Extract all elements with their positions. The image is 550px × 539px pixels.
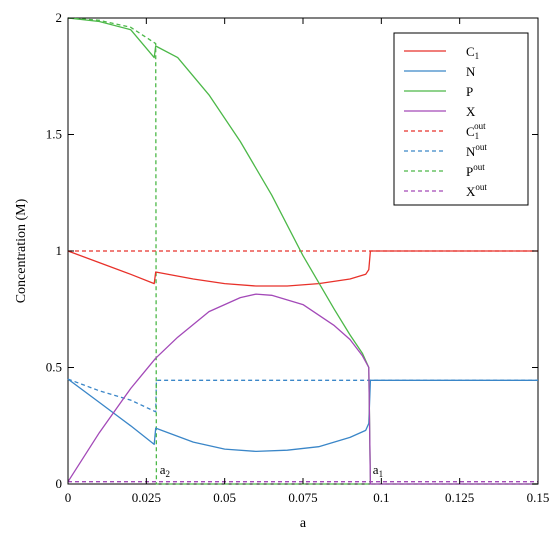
annotation-main: a [160,462,166,477]
legend-subscript: 1 [475,131,480,141]
x-tick-label: 0.125 [445,490,474,505]
series-line-n [67,378,538,453]
x-axis-label: a [300,516,307,531]
tick-group: 0 0.025 0.05 0.075 0.1 0.125 0.15 0 0.5 1 1.5 2 [46,10,550,505]
legend-name: P [466,164,473,179]
legend-box [393,32,529,206]
legend-name: X [466,104,476,119]
legend-name: C [466,124,475,139]
legend-entry: P [466,84,473,99]
legend-entry: C1 [466,44,479,61]
x-tick-label: 0.05 [213,490,236,505]
annotation-subscript: 1 [379,469,384,479]
legend-superscript: out [475,142,487,152]
legend-name: P [466,84,473,99]
legend-superscript: out [474,121,486,131]
legend-name: C [466,44,475,59]
legend-entry: Xout [466,182,487,199]
x-tick-label: 0.025 [132,490,161,505]
x-tick-label: 0.1 [373,490,389,505]
legend-entry: C1out [466,121,486,141]
annotation-group: a2 a1 [160,462,383,479]
legend-name: N [466,64,476,79]
x-tick-label: 0 [65,490,72,505]
annotation-label: a1 [373,462,383,479]
legend-superscript: out [475,182,487,192]
legend-entry: Nout [466,142,487,159]
series-line-c1 [67,250,538,287]
x-tick-label: 0.15 [527,490,550,505]
legend-subscript: 1 [475,51,480,61]
annotation-main: a [373,462,379,477]
x-tick-label: 0.075 [288,490,317,505]
annotation-subscript: 2 [166,469,171,479]
legend-superscript: out [473,162,485,172]
legend-name: X [466,184,476,199]
series-line-p-out [67,17,538,485]
series-line-n-out [67,378,538,413]
series-line-x [67,293,538,485]
legend-entry: X [466,104,476,119]
y-tick-label: 1 [56,243,63,258]
y-axis-label: Concentration (M) [14,198,29,303]
y-tick-label: 1.5 [46,127,62,142]
y-tick-label: 2 [56,10,63,25]
legend-entry: Pout [466,162,485,179]
annotation-label: a2 [160,462,170,479]
y-tick-label: 0.5 [46,360,62,375]
y-tick-label: 0 [56,476,63,491]
legend-entry: N [466,64,476,79]
legend-name: N [466,144,476,159]
